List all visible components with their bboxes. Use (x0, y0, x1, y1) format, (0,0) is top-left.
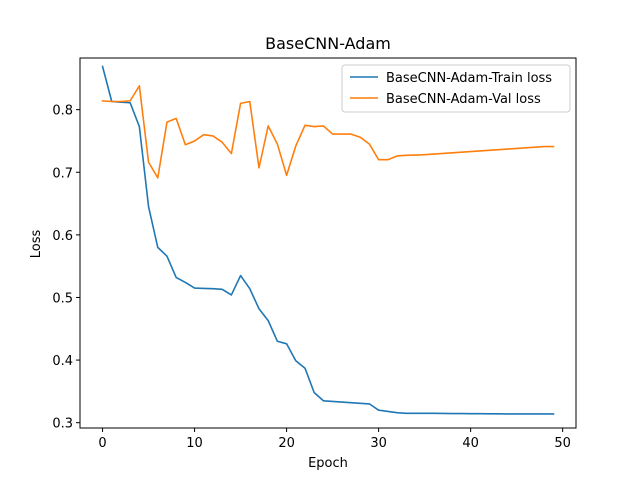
legend: BaseCNN-Adam-Train loss BaseCNN-Adam-Val … (341, 64, 571, 113)
legend-label-1: BaseCNN-Adam-Val loss (386, 92, 541, 107)
series-line-0 (101, 65, 555, 415)
x-tick-label: 50 (554, 436, 571, 451)
x-tick-label: 0 (98, 436, 106, 451)
y-tick-label: 0.5 (52, 291, 73, 306)
plot-area (101, 65, 555, 415)
y-tick-label: 0.6 (52, 229, 73, 244)
x-tick-label: 30 (370, 436, 387, 451)
y-tick-label: 0.7 (52, 166, 73, 181)
y-axis-label: Loss (29, 230, 44, 259)
ticks: 0 10 20 30 40 50 0.3 0.4 0.5 0.6 0.7 0.8 (52, 104, 571, 451)
y-tick-label: 0.8 (52, 104, 73, 119)
legend-box (341, 64, 571, 113)
x-tick-label: 40 (462, 436, 479, 451)
axes-frame (79, 57, 577, 429)
x-tick-label: 10 (186, 436, 203, 451)
x-tick-label: 20 (278, 436, 295, 451)
y-tick-label: 0.3 (52, 417, 73, 432)
x-axis-label: Epoch (308, 456, 348, 471)
legend-label-0: BaseCNN-Adam-Train loss (386, 71, 552, 86)
series-line-1 (101, 85, 555, 179)
y-tick-label: 0.4 (52, 354, 73, 369)
axes (79, 57, 577, 429)
chart-title: BaseCNN-Adam (265, 34, 391, 53)
